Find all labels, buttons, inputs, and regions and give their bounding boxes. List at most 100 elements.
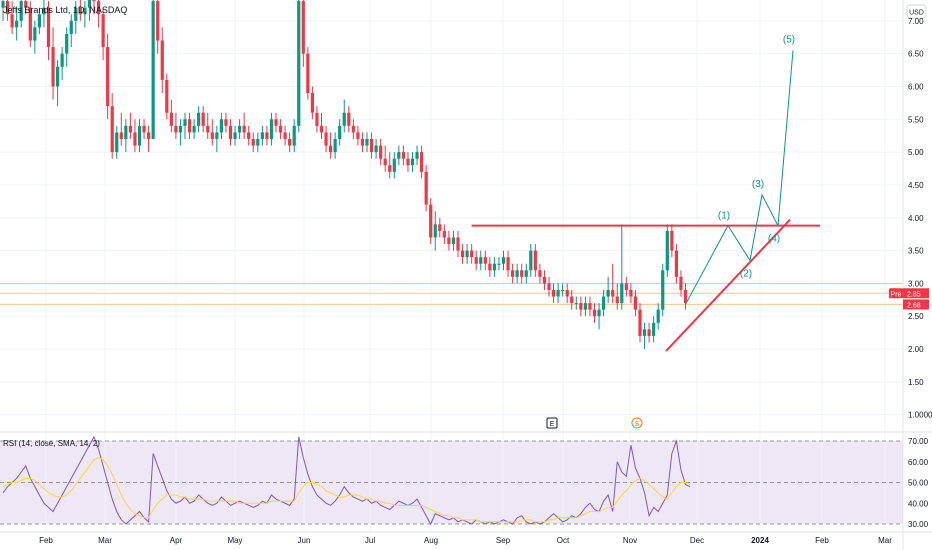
candle-body xyxy=(356,132,360,139)
candle-body xyxy=(415,152,419,159)
candle-body xyxy=(515,270,519,277)
candle-body xyxy=(1,1,5,8)
currency-selector[interactable]: USD xyxy=(906,4,927,19)
price-tick-label: 3.50 xyxy=(908,247,924,256)
candle-body xyxy=(24,1,28,8)
candle-body xyxy=(201,112,205,126)
candle-body xyxy=(156,1,160,41)
candle-body xyxy=(101,14,105,48)
candle-body xyxy=(511,270,515,277)
candle-body xyxy=(470,250,474,258)
candle-body xyxy=(556,289,560,297)
candle-body xyxy=(406,158,410,166)
symbol-title[interactable]: Jeffs Brands Ltd, 1D, NASDAQ xyxy=(3,5,127,15)
candle-body xyxy=(297,1,301,126)
candle-body xyxy=(65,33,69,54)
candle-body xyxy=(360,138,365,146)
candle-body xyxy=(397,152,401,159)
time-tick-label: Mar xyxy=(878,536,892,545)
price-axis[interactable]: 7.00 6.50 6.00 5.50 5.00 4.50 4.00 3.50 3.00 2.50… xyxy=(908,17,932,420)
candle-body xyxy=(592,309,597,317)
rsi-tick-label: 70.00 xyxy=(908,437,929,446)
candle-body xyxy=(524,270,528,277)
time-axis[interactable]: Feb Mar Apr May Jun Jul Aug Sep Oct Nov Dec 2024 Feb… xyxy=(39,536,892,545)
candle-body xyxy=(433,224,437,238)
candle-body xyxy=(137,125,142,146)
candle-body xyxy=(310,93,314,113)
candle-body xyxy=(219,119,223,133)
candle-body xyxy=(269,119,274,139)
candle-body xyxy=(324,132,328,146)
candle-body xyxy=(5,1,10,15)
price-tick-label: 5.00 xyxy=(908,148,924,157)
candle-body xyxy=(647,329,651,336)
candle-body xyxy=(565,289,569,297)
candle-body xyxy=(147,132,151,139)
candle-body xyxy=(520,270,524,277)
candle-body xyxy=(178,125,183,133)
candle-body xyxy=(583,303,587,310)
candle-body xyxy=(369,138,374,153)
candle-body xyxy=(319,125,324,133)
candle-body xyxy=(679,276,683,290)
candle-body xyxy=(342,112,346,126)
candle-body xyxy=(110,106,114,153)
candle-body xyxy=(128,125,132,133)
rsi-title[interactable]: RSI (14, close, SMA, 14, 2) xyxy=(3,439,100,448)
candle-body xyxy=(292,125,296,146)
candle-body xyxy=(670,230,674,251)
rsi-axis[interactable]: 70.00 60.00 50.00 40.00 30.00 xyxy=(908,437,929,529)
candle-body xyxy=(288,138,292,146)
candle-body xyxy=(606,289,610,297)
price-tick-label: 4.00 xyxy=(908,214,924,223)
candle-body xyxy=(233,132,237,139)
candle-body xyxy=(78,7,82,15)
dividend-icon xyxy=(631,417,643,429)
candle-body xyxy=(260,132,264,139)
candle-body xyxy=(115,132,119,153)
candle-body xyxy=(410,158,415,166)
price-tick-label: 2.00 xyxy=(908,345,924,354)
candle-body xyxy=(479,257,483,264)
candle-body xyxy=(383,158,387,166)
earnings-marker[interactable]: E xyxy=(546,417,558,429)
dividend-marker[interactable]: $ xyxy=(631,417,643,429)
candle-body xyxy=(365,138,369,146)
candle-body xyxy=(597,309,601,317)
candle-body xyxy=(46,7,51,48)
price-tick-label: 5.50 xyxy=(908,115,924,124)
candle-body xyxy=(215,132,219,139)
candle-body xyxy=(192,125,196,133)
candle-body xyxy=(506,257,510,271)
candle-body xyxy=(247,132,251,139)
candle-body xyxy=(160,40,164,80)
candle-body xyxy=(142,125,146,133)
candle-body xyxy=(633,296,638,310)
candle-body xyxy=(656,309,660,323)
candle-body xyxy=(442,230,446,238)
price-tick-label: 3.00 xyxy=(908,279,924,288)
candle-body xyxy=(574,303,578,305)
candle-body xyxy=(652,322,656,336)
candle-body xyxy=(315,112,319,126)
rsi-tick-label: 40.00 xyxy=(908,499,929,508)
candle-body xyxy=(278,125,283,133)
candle-body xyxy=(169,112,173,126)
candle-body xyxy=(424,171,428,205)
candle-body xyxy=(74,7,78,21)
time-tick-label: Jul xyxy=(365,536,375,545)
candle-body xyxy=(492,263,496,271)
candle-body xyxy=(119,132,123,139)
candle-body xyxy=(301,1,305,54)
wave-label: (1) xyxy=(718,211,730,222)
candle-body xyxy=(465,250,469,258)
candle-body xyxy=(37,14,41,28)
candle-body xyxy=(420,152,424,172)
candle-body xyxy=(56,66,60,87)
candle-body xyxy=(251,138,255,146)
candle-body xyxy=(429,204,433,238)
candle-body xyxy=(60,53,64,67)
last-price-value: 2.68 xyxy=(907,302,921,309)
premarket-tag-label: Pre xyxy=(891,291,902,298)
